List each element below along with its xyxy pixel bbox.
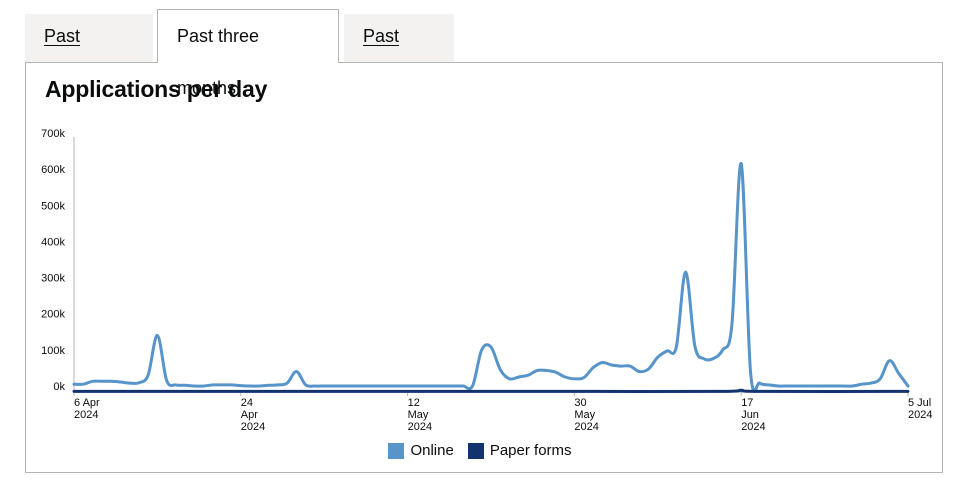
x-tick-label-line: May <box>574 409 595 421</box>
x-tick-label: 12 May 2024 <box>408 397 432 433</box>
tab-past-three-months[interactable]: Past three months <box>157 9 339 98</box>
legend-item-paper-forms[interactable]: Paper forms <box>467 442 572 459</box>
chart-panel <box>25 62 943 473</box>
tab-past-three-months-label: Past three months <box>177 26 260 98</box>
x-tick-label: 24 Apr 2024 <box>241 397 265 433</box>
y-tick-label: 0k <box>53 381 65 393</box>
legend-label-paper-forms: Paper forms <box>489 442 572 459</box>
legend-item-online[interactable]: Online <box>388 442 454 459</box>
y-tick-label: 500k <box>41 200 65 212</box>
x-tick-label-line: 17 <box>741 397 753 409</box>
chart-title: Applications per day <box>45 76 268 102</box>
y-tick-label: 200k <box>41 309 65 321</box>
x-tick-label-line: 2024 <box>741 421 765 433</box>
x-tick-label-line: 12 <box>408 397 420 409</box>
x-tick-label-line: 6 Apr <box>74 397 100 409</box>
x-tick-label-line: 5 Jul <box>908 397 931 409</box>
legend-label-online: Online <box>410 442 454 459</box>
x-tick-label: 5 Jul 2024 <box>908 397 932 421</box>
chart-legend: Online Paper forms <box>0 442 960 459</box>
series-line-online <box>72 162 910 393</box>
x-tick-label-line: 24 <box>241 397 253 409</box>
y-tick-label: 400k <box>41 236 65 248</box>
legend-swatch-online <box>388 442 405 459</box>
x-tick-label-line: 2024 <box>574 421 598 433</box>
y-tick-label: 100k <box>41 345 65 357</box>
legend-swatch-paper-forms <box>467 442 484 459</box>
y-tick-label: 300k <box>41 273 65 285</box>
x-tick-label-line: 2024 <box>74 409 98 421</box>
y-tick-label: 600k <box>41 164 65 176</box>
x-tick-label-line: May <box>408 409 429 421</box>
x-tick-label: 17 Jun 2024 <box>741 397 765 433</box>
x-tick-label-line: Jun <box>741 409 759 421</box>
y-tick-label: 700k <box>41 128 65 140</box>
series-line-paper-forms <box>72 388 910 393</box>
x-tick-label-line: 2024 <box>908 409 932 421</box>
x-tick-label: 6 Apr 2024 <box>74 397 100 421</box>
x-tick-label-line: 2024 <box>241 421 265 433</box>
x-tick-label-line: 30 <box>574 397 586 409</box>
x-tick-label-line: Apr <box>241 409 258 421</box>
tab-past-year[interactable]: Past year <box>344 14 454 90</box>
x-tick-label-line: 2024 <box>408 421 432 433</box>
x-tick-label: 30 May 2024 <box>574 397 598 433</box>
